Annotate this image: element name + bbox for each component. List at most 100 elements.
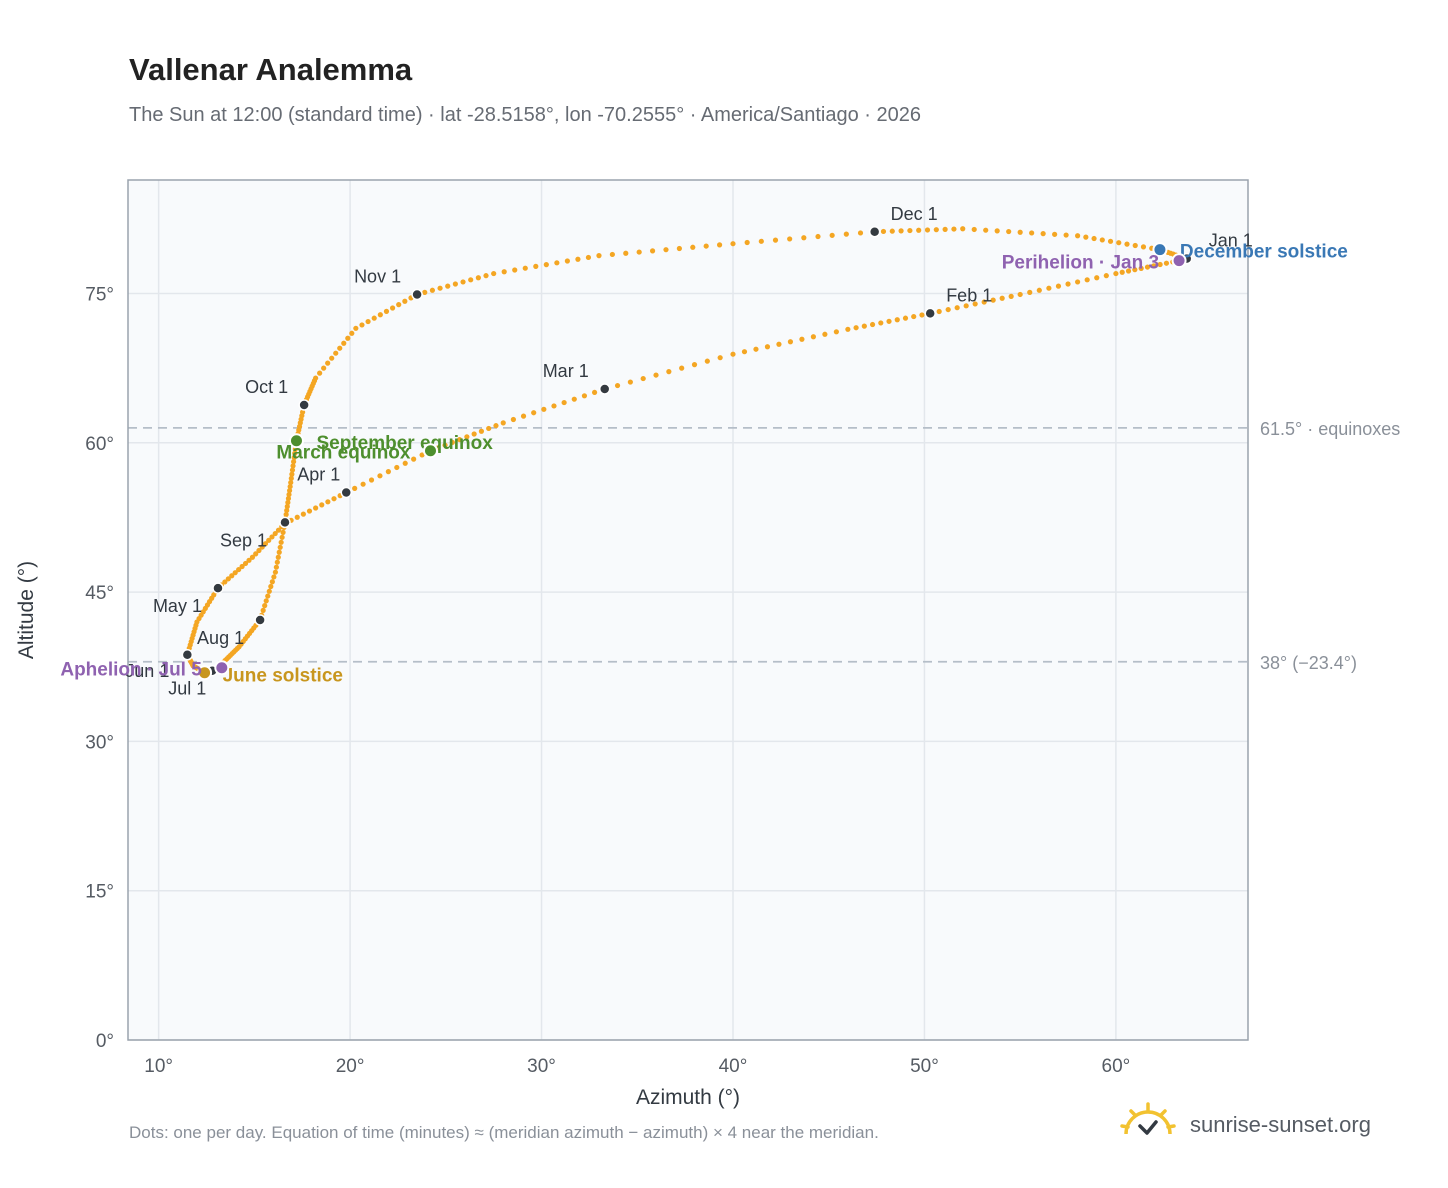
daily-sun-dot <box>460 279 466 285</box>
daily-sun-dot <box>1055 283 1062 289</box>
plot-frame <box>127 179 1249 1041</box>
daily-sun-dot <box>1083 234 1089 240</box>
daily-sun-dot <box>1138 265 1144 271</box>
daily-sun-dot <box>239 563 245 570</box>
x-tick-label: 20° <box>336 1056 365 1077</box>
daily-sun-dot <box>389 305 396 311</box>
month-marker <box>598 383 611 395</box>
daily-sun-dot <box>951 226 957 232</box>
daily-sun-dot <box>493 423 499 429</box>
daily-sun-dot <box>1116 240 1122 246</box>
daily-sun-dot <box>333 350 339 356</box>
month-marker-label: May 1 <box>153 596 202 616</box>
month-marker-label: Jul 1 <box>168 679 206 699</box>
daily-sun-dot <box>246 557 252 563</box>
daily-sun-dot <box>475 275 481 281</box>
daily-sun-dot <box>1132 242 1138 249</box>
daily-sun-dot <box>596 253 602 259</box>
daily-sun-dot <box>512 267 518 273</box>
daily-sun-dot <box>551 403 557 409</box>
daily-sun-dot <box>1027 289 1033 295</box>
daily-sun-dot <box>288 475 294 482</box>
brand[interactable]: sunrise-sunset.org <box>1120 1100 1400 1150</box>
daily-sun-dot <box>564 258 570 264</box>
daily-sun-dot <box>1075 279 1081 285</box>
daily-sun-dot <box>843 231 849 237</box>
daily-sun-dot <box>801 235 807 241</box>
daily-sun-dot <box>1151 263 1157 269</box>
daily-sun-dot <box>236 566 242 573</box>
daily-sun-dot <box>1113 270 1119 277</box>
daily-sun-dot <box>419 452 425 458</box>
daily-sun-dot <box>772 237 779 243</box>
daily-sun-dot <box>262 541 269 547</box>
daily-sun-dot <box>971 226 977 233</box>
daily-sun-dot <box>313 505 319 511</box>
daily-sun-dot <box>916 227 922 233</box>
daily-sun-dot <box>274 559 280 565</box>
daily-sun-dot <box>533 263 539 269</box>
daily-sun-dot <box>704 358 710 364</box>
event-marker <box>422 443 438 459</box>
month-marker <box>411 288 423 301</box>
daily-sun-dot <box>878 320 884 326</box>
daily-sun-dot <box>543 262 549 268</box>
daily-sun-dot <box>880 228 887 235</box>
plot-area <box>128 180 1248 1040</box>
daily-sun-dot <box>963 303 969 309</box>
daily-sun-dot <box>869 321 876 328</box>
daily-sun-dot <box>636 249 642 255</box>
daily-sun-dot <box>360 481 366 487</box>
daily-sun-dot <box>291 454 297 461</box>
daily-sun-dot <box>886 318 892 324</box>
event-label: Perihelion · Jan 3 <box>1002 253 1159 274</box>
daily-sun-dot <box>483 273 489 279</box>
daily-sun-dot <box>411 456 417 462</box>
x-tick-label: 50° <box>910 1056 939 1077</box>
daily-sun-dot <box>265 593 271 599</box>
daily-sun-dot <box>371 315 377 321</box>
daily-sun-dot <box>1163 260 1170 266</box>
daily-sun-dot <box>571 396 577 402</box>
month-marker <box>340 486 353 499</box>
daily-sun-dot <box>933 227 939 233</box>
daily-sun-dot <box>730 241 736 247</box>
daily-sun-dot <box>541 406 547 412</box>
daily-sun-dot <box>385 469 391 475</box>
daily-sun-dot <box>799 336 805 342</box>
daily-sun-dot <box>278 539 284 545</box>
daily-sun-dot <box>531 410 537 416</box>
month-marker <box>298 399 310 411</box>
daily-sun-dot <box>222 579 228 585</box>
daily-sun-dot <box>1017 291 1023 298</box>
daily-sun-dot <box>290 463 296 469</box>
daily-sun-dot <box>1036 287 1042 293</box>
daily-sun-dot <box>249 554 256 560</box>
daily-sun-dot <box>1091 235 1097 242</box>
daily-sun-dot <box>1052 231 1058 237</box>
daily-sun-dot <box>291 459 297 465</box>
daily-sun-dot <box>229 573 235 579</box>
daily-sun-dot <box>857 230 864 236</box>
daily-sun-dot <box>321 365 327 371</box>
daily-sun-dot <box>289 471 295 477</box>
daily-sun-dot <box>359 322 365 328</box>
daily-sun-dot <box>273 564 279 570</box>
daily-sun-dot <box>522 265 528 271</box>
daily-sun-dot <box>268 583 274 590</box>
daily-sun-dot <box>983 227 989 233</box>
daily-sun-dot <box>861 323 867 329</box>
daily-sun-dot <box>609 251 615 258</box>
x-tick-label: 60° <box>1102 1056 1131 1077</box>
daily-sun-dot <box>614 382 621 389</box>
month-marker-label: Jun 1 <box>125 661 169 681</box>
daily-sun-dot <box>1099 237 1105 243</box>
daily-sun-dot <box>623 250 629 256</box>
daily-sun-dot <box>452 281 458 287</box>
daily-sun-dot <box>471 431 477 437</box>
daily-sun-dot <box>1124 241 1130 247</box>
daily-sun-dot <box>994 228 1000 234</box>
daily-sun-dot <box>464 434 470 440</box>
daily-sun-dot <box>1107 238 1114 244</box>
month-marker <box>868 226 881 238</box>
